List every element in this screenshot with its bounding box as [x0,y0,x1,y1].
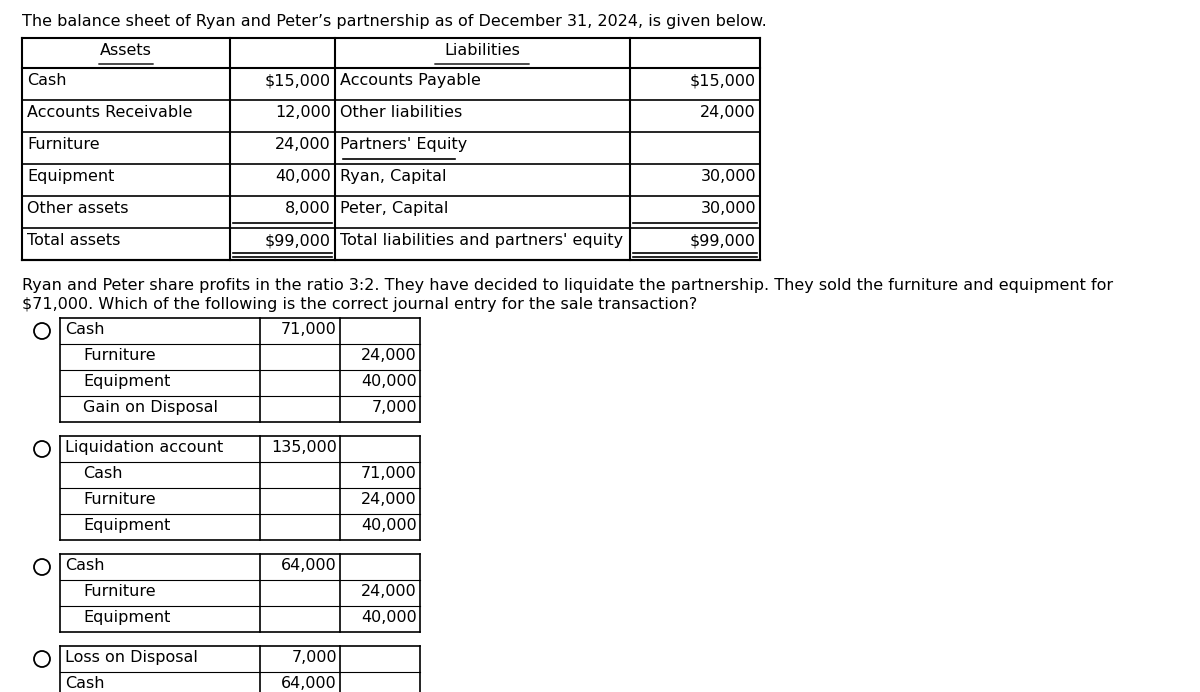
Text: 40,000: 40,000 [361,518,418,533]
Text: Furniture: Furniture [83,492,156,507]
Text: Liabilities: Liabilities [444,43,520,58]
Text: 12,000: 12,000 [275,105,331,120]
Text: Gain on Disposal: Gain on Disposal [83,400,218,415]
Text: 24,000: 24,000 [275,137,331,152]
Text: 40,000: 40,000 [275,169,331,184]
Text: Furniture: Furniture [83,584,156,599]
Text: Total assets: Total assets [28,233,120,248]
Text: 30,000: 30,000 [701,169,756,184]
Text: Cash: Cash [65,322,104,337]
Text: Accounts Payable: Accounts Payable [340,73,481,88]
Text: Liquidation account: Liquidation account [65,440,223,455]
Text: Ryan, Capital: Ryan, Capital [340,169,446,184]
Text: Assets: Assets [100,43,152,58]
Text: $99,000: $99,000 [265,233,331,248]
Text: 40,000: 40,000 [361,610,418,625]
Text: $15,000: $15,000 [265,73,331,88]
Text: 64,000: 64,000 [281,558,337,573]
Text: Other liabilities: Other liabilities [340,105,462,120]
Text: 24,000: 24,000 [361,348,418,363]
Text: Loss on Disposal: Loss on Disposal [65,650,198,665]
Text: 7,000: 7,000 [371,400,418,415]
Text: 135,000: 135,000 [271,440,337,455]
Text: $99,000: $99,000 [690,233,756,248]
Text: 71,000: 71,000 [281,322,337,337]
Text: $15,000: $15,000 [690,73,756,88]
Text: 24,000: 24,000 [361,584,418,599]
Text: Peter, Capital: Peter, Capital [340,201,449,216]
Text: Equipment: Equipment [28,169,114,184]
Text: Cash: Cash [83,466,122,481]
Text: Accounts Receivable: Accounts Receivable [28,105,192,120]
Text: The balance sheet of Ryan and Peter’s partnership as of December 31, 2024, is gi: The balance sheet of Ryan and Peter’s pa… [22,14,767,29]
Text: 40,000: 40,000 [361,374,418,389]
Text: 30,000: 30,000 [701,201,756,216]
Text: Cash: Cash [65,558,104,573]
Text: 24,000: 24,000 [361,492,418,507]
Text: 7,000: 7,000 [292,650,337,665]
Text: Furniture: Furniture [83,348,156,363]
Text: Cash: Cash [28,73,66,88]
Text: Total liabilities and partners' equity: Total liabilities and partners' equity [340,233,623,248]
Text: 24,000: 24,000 [701,105,756,120]
Text: Cash: Cash [65,676,104,691]
Text: Partners' Equity: Partners' Equity [340,137,467,152]
Text: Furniture: Furniture [28,137,100,152]
Text: 64,000: 64,000 [281,676,337,691]
Text: Equipment: Equipment [83,610,170,625]
Text: Other assets: Other assets [28,201,128,216]
Text: Equipment: Equipment [83,374,170,389]
Text: 71,000: 71,000 [361,466,418,481]
Text: Ryan and Peter share profits in the ratio 3:2. They have decided to liquidate th: Ryan and Peter share profits in the rati… [22,278,1114,293]
Text: $71,000. Which of the following is the correct journal entry for the sale transa: $71,000. Which of the following is the c… [22,297,697,312]
Text: 8,000: 8,000 [286,201,331,216]
Text: Equipment: Equipment [83,518,170,533]
